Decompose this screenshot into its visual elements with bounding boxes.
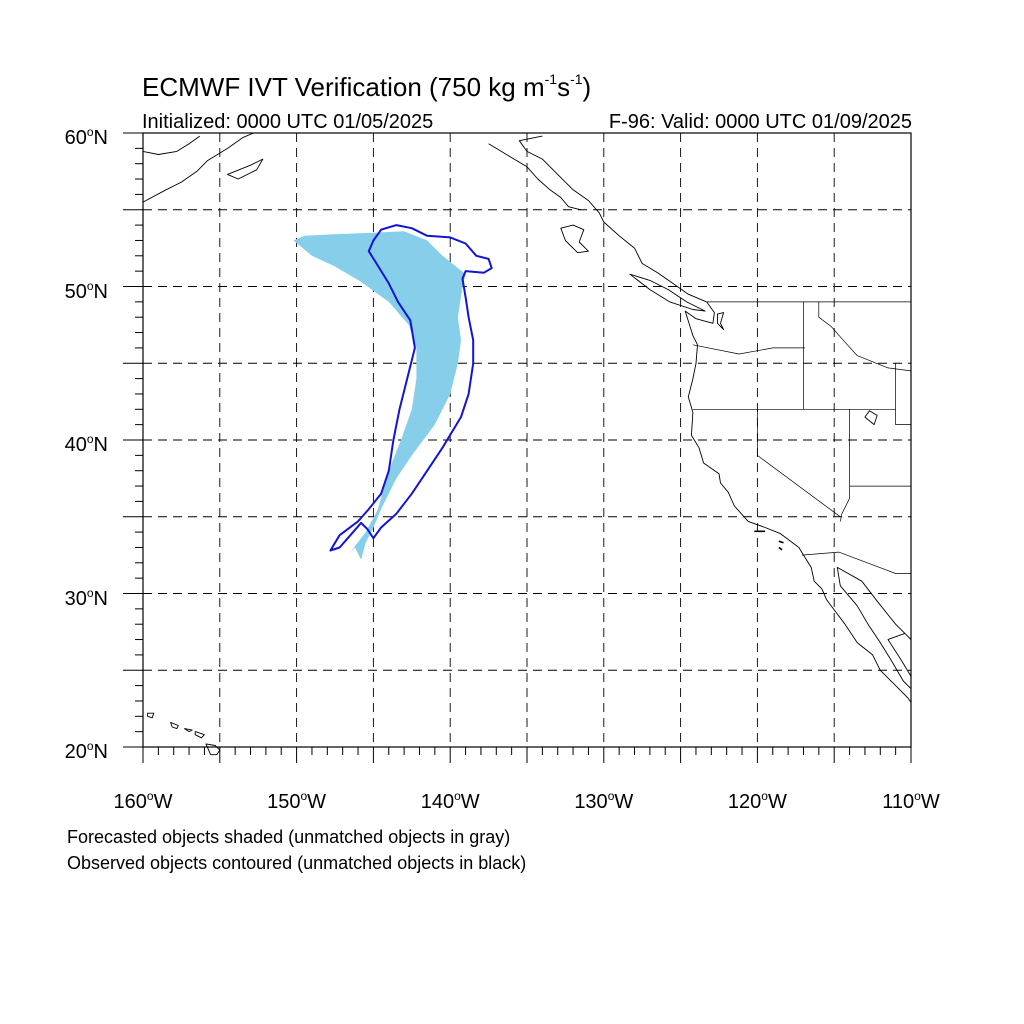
- forecast-objects-layer: [293, 231, 466, 560]
- coastlines-and-borders: [142, 132, 912, 756]
- map-title: ECMWF IVT Verification (750 kg m-1s-1): [142, 71, 592, 102]
- kodiak-island: [227, 158, 264, 180]
- hawaii-island: [147, 712, 155, 719]
- latitude-label: 50oN: [64, 278, 108, 303]
- lake-outline: [717, 312, 725, 330]
- coastline-mexico: [887, 632, 912, 677]
- political-border: [839, 409, 850, 522]
- channel-island: [778, 546, 783, 551]
- vancouver-island: [629, 273, 706, 312]
- coastline-north-america: [518, 135, 912, 703]
- coastline-alaska: [142, 132, 254, 203]
- forecast-object-shaded: [293, 231, 466, 560]
- channel-island: [778, 540, 784, 544]
- hawaii-island: [205, 743, 221, 756]
- longitude-label: 150oW: [267, 789, 327, 813]
- axis-ticks: [123, 132, 912, 763]
- political-border: [818, 301, 912, 372]
- longitude-label: 140oW: [420, 789, 480, 813]
- longitude-label: 130oW: [574, 789, 634, 813]
- haida-gwaii-island: [560, 224, 589, 254]
- political-border: [895, 363, 911, 425]
- legend-forecast-note: Forecasted objects shaded (unmatched obj…: [67, 827, 511, 847]
- coastline-gulf-of-california: [836, 566, 912, 690]
- latitude-label: 20oN: [64, 739, 108, 763]
- hawaii-island: [184, 728, 193, 733]
- political-border: [757, 409, 841, 518]
- longitude-label: 160oW: [113, 789, 173, 813]
- map-frame: [142, 132, 912, 748]
- political-border: [801, 551, 911, 574]
- observed-objects-layer: [329, 224, 493, 552]
- lake-outline: [864, 410, 878, 426]
- political-border: [692, 344, 805, 355]
- hawaii-island: [194, 731, 205, 739]
- graticule: [143, 133, 911, 747]
- latitude-label: 40oN: [64, 432, 108, 456]
- latitude-label: 60oN: [64, 125, 108, 149]
- valid-time-label: F-96: Valid: 0000 UTC 01/09/2025: [608, 111, 912, 133]
- longitude-label: 110oW: [882, 789, 940, 813]
- hawaii-island: [170, 721, 179, 730]
- observed-object-contour: [329, 224, 493, 552]
- latitude-label: 30oN: [64, 585, 108, 610]
- coastline-southeast-alaska: [488, 143, 581, 211]
- longitude-label: 120oW: [727, 789, 787, 813]
- coastline-alaska-north: [142, 135, 201, 155]
- legend-observed-note: Observed objects contoured (unmatched ob…: [67, 853, 527, 873]
- init-time-label: Initialized: 0000 UTC 01/05/2025: [142, 111, 434, 133]
